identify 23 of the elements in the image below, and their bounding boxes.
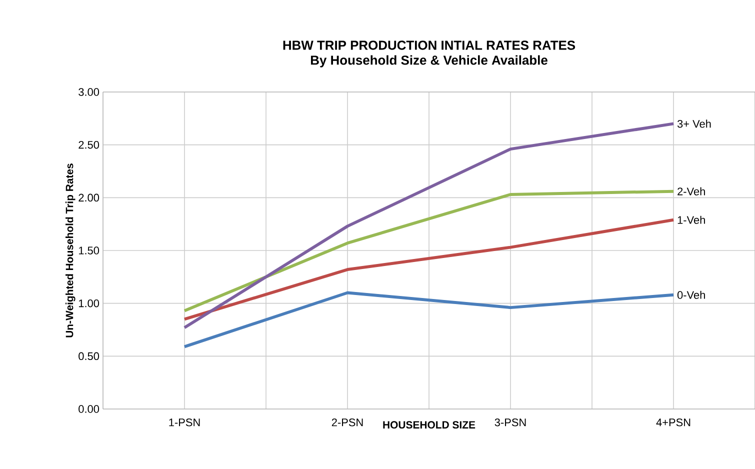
x-tick-label: 1-PSN xyxy=(169,418,200,426)
series-label: 1-Veh xyxy=(678,216,705,224)
x-tick-label: 4+PSN xyxy=(656,418,690,426)
line-series xyxy=(183,190,676,312)
series-label: 0-Veh xyxy=(677,290,705,299)
x-tick-label: 2-PSN xyxy=(332,418,363,426)
y-tick-label: 0.50 xyxy=(78,352,100,360)
chart-subtitle: By Household Size & Vehicle Available xyxy=(310,55,548,68)
y-tick-label: 3.00 xyxy=(78,88,100,96)
y-tick-label: 1.00 xyxy=(78,299,100,308)
series-label: 2-Veh xyxy=(678,187,705,196)
x-axis-title: HOUSEHOLD SIZE xyxy=(383,421,476,429)
line-series xyxy=(183,291,676,348)
y-tick-label: 1.50 xyxy=(78,246,100,254)
y-tick-label: 2.00 xyxy=(78,194,100,202)
x-tick-label: 3-PSN xyxy=(494,418,526,426)
line-series xyxy=(183,218,676,321)
series-label: 3+ Veh xyxy=(677,120,711,128)
y-axis-title: Un-Weighted Household Trip Rates xyxy=(66,164,76,338)
chart-title: HBW TRIP PRODUCTION INTIAL RATES RATES xyxy=(283,40,576,50)
y-tick-label: 0.00 xyxy=(78,405,100,413)
y-tick-label: 2.50 xyxy=(78,140,100,149)
line-series xyxy=(183,122,676,330)
